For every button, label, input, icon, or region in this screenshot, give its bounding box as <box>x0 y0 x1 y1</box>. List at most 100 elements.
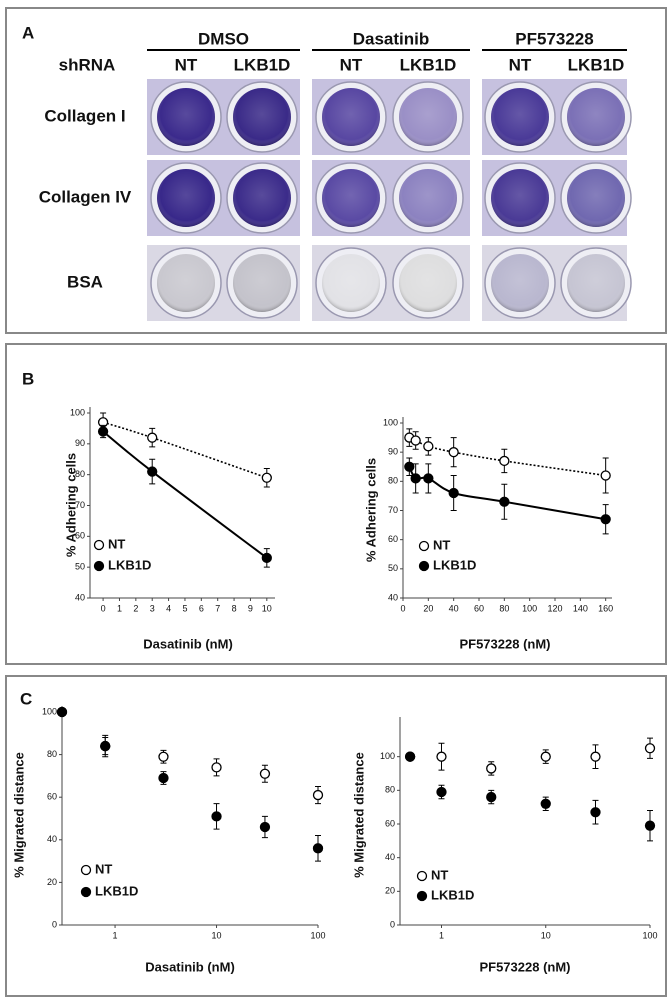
point <box>590 751 601 762</box>
y-tick-label: 80 <box>385 785 395 795</box>
row-header: shRNA <box>59 55 116 74</box>
point <box>410 473 421 484</box>
x-tick-label: 80 <box>499 603 509 613</box>
y-axis-label: % Adhering cells <box>63 453 78 557</box>
y-tick-label: 60 <box>47 792 57 802</box>
x-tick-label: 40 <box>449 603 459 613</box>
legend-marker <box>418 540 430 552</box>
y-tick-label: 60 <box>385 818 395 828</box>
column-label: NT <box>509 55 532 74</box>
well-shade <box>567 254 625 312</box>
x-tick-label: 8 <box>232 603 237 613</box>
panel-a-box <box>5 7 667 334</box>
well-shade <box>157 169 215 227</box>
x-tick-label: 10 <box>262 603 272 613</box>
x-tick-label: 100 <box>642 930 657 940</box>
point <box>423 473 434 484</box>
y-tick-label: 60 <box>388 534 398 544</box>
x-axis-label: PF573228 (nM) <box>479 959 570 974</box>
column-label: LKB1D <box>568 55 625 74</box>
point <box>590 807 601 818</box>
point <box>540 798 551 809</box>
x-axis-label: Dasatinib (nM) <box>143 636 233 651</box>
x-tick-label: 20 <box>423 603 433 613</box>
y-tick-label: 40 <box>388 592 398 602</box>
well-shade <box>233 169 291 227</box>
x-tick-label: 1 <box>439 930 444 940</box>
well-shade <box>233 88 291 146</box>
point <box>486 763 497 774</box>
y-tick-label: 50 <box>388 563 398 573</box>
y-tick-label: 20 <box>47 877 57 887</box>
point <box>211 811 222 822</box>
legend-marker <box>80 864 92 876</box>
y-tick-label: 80 <box>75 469 85 479</box>
point <box>499 455 510 467</box>
fit-line <box>408 436 606 477</box>
legend-label: NT <box>95 861 112 876</box>
well-shade <box>322 88 380 146</box>
legend-label: LKB1D <box>433 557 476 572</box>
fit-line <box>408 466 606 521</box>
well-shade <box>491 169 549 227</box>
column-label: NT <box>175 55 198 74</box>
legend-label: NT <box>108 536 125 551</box>
x-tick-label: 60 <box>474 603 484 613</box>
fit-line <box>102 430 268 559</box>
well-shade <box>491 254 549 312</box>
point <box>261 472 272 483</box>
panel-label: A <box>22 23 34 42</box>
y-tick-label: 0 <box>52 919 57 929</box>
x-tick-label: 0 <box>400 603 405 613</box>
well-shade <box>157 88 215 146</box>
point <box>147 466 158 477</box>
point <box>56 706 68 718</box>
x-tick-label: 2 <box>133 603 138 613</box>
point <box>97 426 109 437</box>
point <box>436 786 447 798</box>
row-label: Collagen IV <box>39 187 132 206</box>
x-tick-label: 7 <box>215 603 220 613</box>
point <box>404 751 416 762</box>
legend-marker <box>418 560 430 572</box>
point <box>158 772 169 784</box>
point <box>158 751 169 762</box>
treatment-label: Dasatinib <box>353 29 430 48</box>
point <box>600 470 611 481</box>
panel-c-box <box>5 675 667 997</box>
point <box>312 789 324 801</box>
point <box>436 751 447 762</box>
legend-marker <box>93 560 105 572</box>
x-tick-label: 5 <box>182 603 187 613</box>
fit-line <box>102 421 268 479</box>
well-shade <box>567 169 625 227</box>
well-shade <box>157 254 215 312</box>
panel-label: B <box>22 369 34 388</box>
point <box>448 447 459 458</box>
x-tick-label: 120 <box>547 603 562 613</box>
y-tick-label: 70 <box>75 500 85 510</box>
legend-label: LKB1D <box>431 887 474 902</box>
y-tick-label: 70 <box>388 505 398 515</box>
y-tick-label: 100 <box>383 417 398 427</box>
well-shade <box>491 88 549 146</box>
x-tick-label: 6 <box>199 603 204 613</box>
column-label: LKB1D <box>400 55 457 74</box>
y-tick-label: 100 <box>42 706 57 716</box>
well-shade <box>399 88 457 146</box>
point <box>312 843 324 854</box>
point <box>499 496 510 507</box>
x-axis-label: PF573228 (nM) <box>459 636 550 651</box>
row-label: BSA <box>67 272 103 291</box>
y-tick-label: 80 <box>388 476 398 486</box>
y-axis-label: % Migrated distance <box>351 752 366 878</box>
y-tick-label: 60 <box>75 531 85 541</box>
legend-marker <box>416 870 428 882</box>
y-tick-label: 80 <box>47 749 57 759</box>
y-tick-label: 100 <box>380 751 395 761</box>
x-tick-label: 1 <box>113 930 118 940</box>
point <box>644 743 656 754</box>
y-tick-label: 0 <box>390 919 395 929</box>
x-tick-label: 4 <box>166 603 171 613</box>
